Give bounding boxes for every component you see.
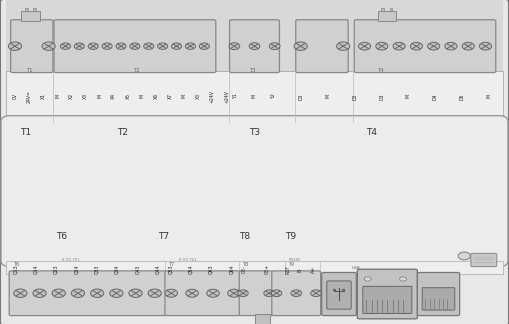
Text: USB: USB <box>352 266 361 270</box>
Text: M: M <box>406 94 411 98</box>
FancyBboxPatch shape <box>239 271 273 316</box>
FancyBboxPatch shape <box>165 271 240 316</box>
Text: Q14: Q14 <box>33 264 38 274</box>
Circle shape <box>294 42 307 50</box>
Circle shape <box>130 43 140 49</box>
Circle shape <box>336 42 350 50</box>
Text: T1: T1 <box>27 68 34 73</box>
Circle shape <box>33 289 46 297</box>
Circle shape <box>9 42 21 50</box>
Circle shape <box>229 43 240 50</box>
FancyBboxPatch shape <box>322 272 356 316</box>
Text: T7: T7 <box>168 261 174 267</box>
Text: Q33: Q33 <box>94 265 99 274</box>
Circle shape <box>129 289 142 297</box>
Circle shape <box>116 43 126 49</box>
Text: 24V=: 24V= <box>27 90 32 103</box>
Text: T6: T6 <box>13 261 19 267</box>
Text: T3: T3 <box>250 68 256 73</box>
Text: T9: T9 <box>288 261 294 267</box>
Text: +24V: +24V <box>224 90 229 103</box>
Circle shape <box>428 42 440 50</box>
Circle shape <box>148 289 161 297</box>
Text: X2: X2 <box>69 93 74 99</box>
Text: Q34: Q34 <box>115 265 120 274</box>
Circle shape <box>291 290 301 296</box>
Circle shape <box>165 289 178 297</box>
Text: D5: D5 <box>460 93 464 100</box>
FancyBboxPatch shape <box>1 116 508 267</box>
Circle shape <box>271 290 282 296</box>
Bar <box>381 8 384 11</box>
Circle shape <box>358 42 371 50</box>
Text: Q63: Q63 <box>209 264 214 274</box>
Circle shape <box>158 43 167 49</box>
Text: T9: T9 <box>285 232 296 241</box>
FancyBboxPatch shape <box>9 271 166 316</box>
FancyBboxPatch shape <box>272 271 321 316</box>
Text: CE+: CE+ <box>265 264 270 274</box>
Circle shape <box>185 43 195 49</box>
Circle shape <box>238 290 248 296</box>
Circle shape <box>91 289 104 297</box>
Text: M: M <box>182 94 187 98</box>
Circle shape <box>172 43 182 49</box>
Text: Q44: Q44 <box>155 265 160 274</box>
Text: RS485: RS485 <box>289 258 301 262</box>
Text: T1: T1 <box>20 128 32 137</box>
Text: T2: T2 <box>117 128 128 137</box>
Circle shape <box>186 289 199 297</box>
Text: T7: T7 <box>158 232 169 241</box>
FancyBboxPatch shape <box>327 281 351 309</box>
Bar <box>21 11 40 21</box>
Circle shape <box>462 42 474 50</box>
Text: Y2: Y2 <box>271 94 276 99</box>
Text: 8 I/O YE1.: 8 I/O YE1. <box>179 258 198 262</box>
Circle shape <box>333 289 335 291</box>
Text: X7: X7 <box>167 93 173 99</box>
Circle shape <box>458 252 470 260</box>
Bar <box>6 71 503 122</box>
Bar <box>25 8 28 11</box>
Bar <box>254 314 270 324</box>
Text: M: M <box>97 94 102 98</box>
Text: M: M <box>326 94 330 98</box>
FancyBboxPatch shape <box>354 20 496 73</box>
FancyBboxPatch shape <box>357 269 417 319</box>
Text: M: M <box>486 94 491 98</box>
Text: X6: X6 <box>154 93 159 99</box>
Text: CE-: CE- <box>242 265 247 273</box>
Text: T8: T8 <box>239 232 250 241</box>
Circle shape <box>249 43 260 50</box>
Circle shape <box>310 290 321 296</box>
Text: D1: D1 <box>299 93 304 100</box>
Text: Q53: Q53 <box>168 265 173 274</box>
Text: T4: T4 <box>378 68 385 73</box>
Circle shape <box>400 277 406 281</box>
Text: X3: X3 <box>83 93 88 99</box>
Text: Q24: Q24 <box>74 264 79 274</box>
Text: M: M <box>139 94 145 98</box>
Text: Q23: Q23 <box>53 264 59 274</box>
Text: D4: D4 <box>433 93 438 100</box>
Text: X4: X4 <box>111 93 117 99</box>
Circle shape <box>445 42 457 50</box>
Text: 0V: 0V <box>13 93 18 99</box>
Circle shape <box>102 43 112 49</box>
Circle shape <box>42 42 55 50</box>
Text: Q54: Q54 <box>188 265 193 274</box>
Circle shape <box>264 290 274 296</box>
Text: T6: T6 <box>56 232 67 241</box>
FancyBboxPatch shape <box>54 20 216 73</box>
Text: D2: D2 <box>352 93 357 100</box>
Bar <box>33 8 36 11</box>
Circle shape <box>199 43 209 49</box>
Text: D3: D3 <box>379 93 384 100</box>
Circle shape <box>364 277 371 281</box>
Circle shape <box>228 289 240 297</box>
Text: B-: B- <box>298 267 303 272</box>
Bar <box>6 261 503 274</box>
Circle shape <box>71 289 84 297</box>
Circle shape <box>269 43 280 50</box>
